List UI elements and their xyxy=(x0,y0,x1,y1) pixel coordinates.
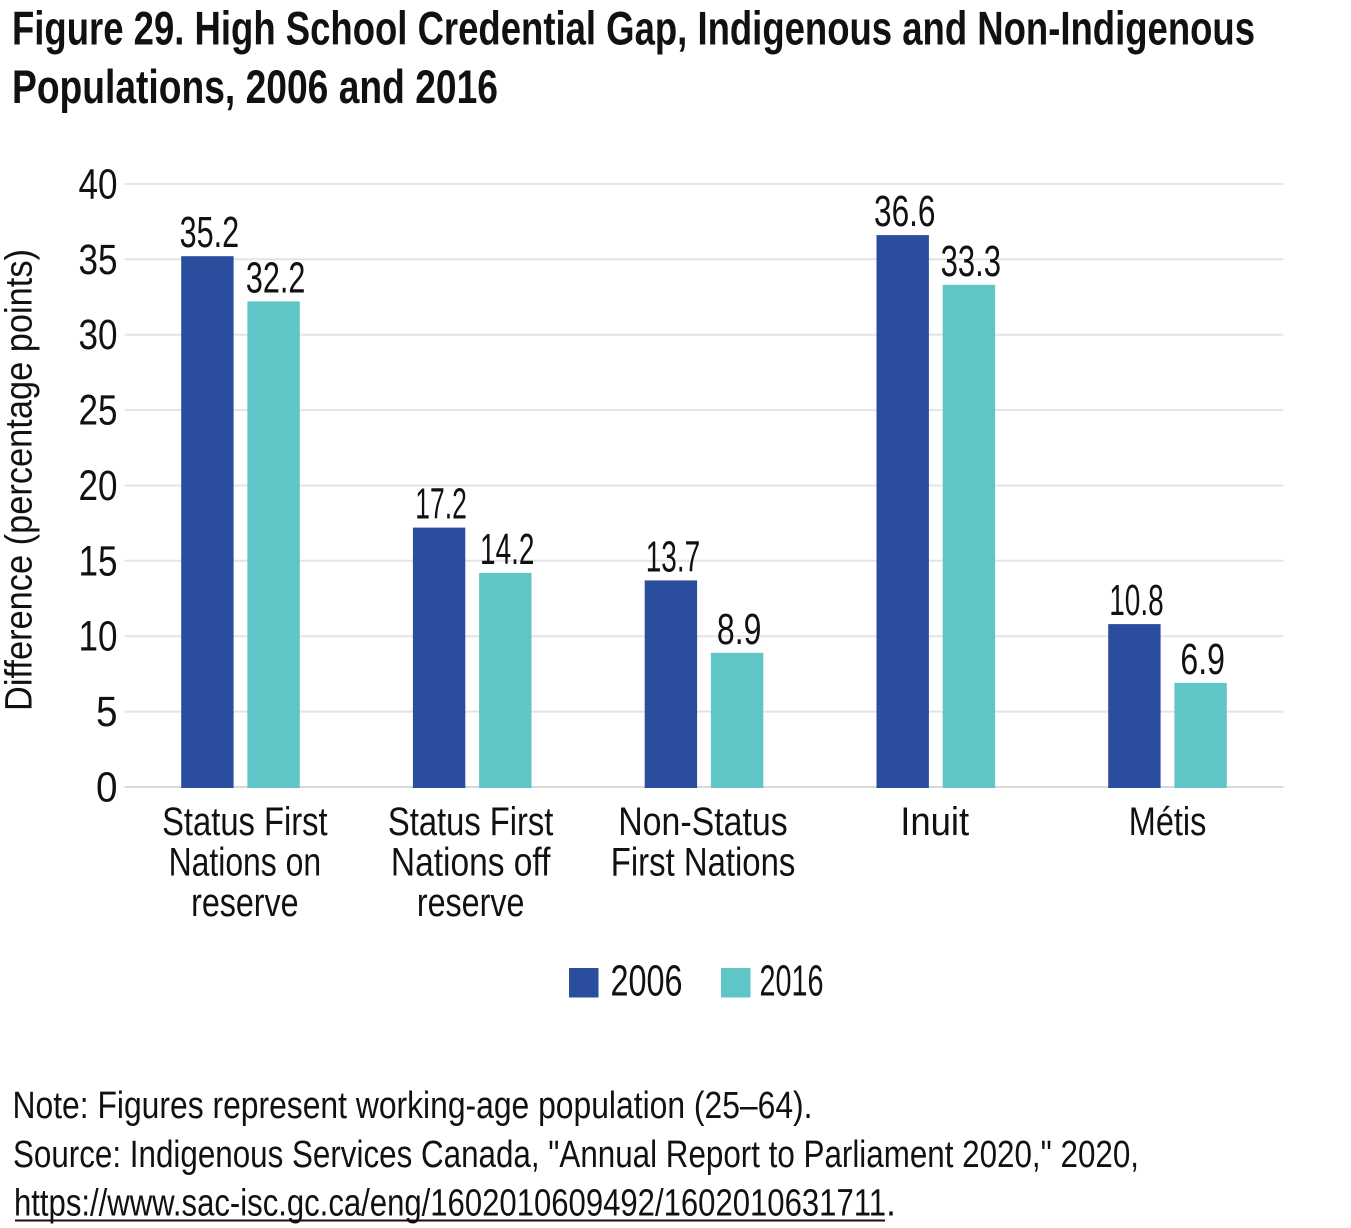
svg-text:17.2: 17.2 xyxy=(415,481,467,529)
svg-text:10: 10 xyxy=(79,614,118,661)
svg-text:25: 25 xyxy=(79,388,118,435)
svg-text:36.6: 36.6 xyxy=(874,188,936,236)
svg-text:https://www.sac-isc.gc.ca/eng/: https://www.sac-isc.gc.ca/eng/1602010609… xyxy=(14,1183,886,1225)
svg-text:35: 35 xyxy=(79,237,118,284)
svg-text:Difference (percentage points): Difference (percentage points) xyxy=(0,249,41,711)
svg-text:40: 40 xyxy=(79,161,118,208)
svg-text:10.8: 10.8 xyxy=(1109,577,1164,625)
svg-text:Non-Status: Non-Status xyxy=(618,800,788,844)
svg-text:reserve: reserve xyxy=(191,881,299,925)
svg-text:Status First: Status First xyxy=(388,800,554,844)
svg-text:0: 0 xyxy=(96,765,118,812)
svg-text:30: 30 xyxy=(79,312,118,359)
svg-text:2006: 2006 xyxy=(611,957,683,1006)
svg-text:35.2: 35.2 xyxy=(180,209,240,257)
svg-text:Status First: Status First xyxy=(162,800,328,844)
svg-text:2016: 2016 xyxy=(760,957,824,1006)
svg-text:Inuit: Inuit xyxy=(900,800,969,844)
svg-text:First Nations: First Nations xyxy=(611,841,796,885)
svg-text:5: 5 xyxy=(96,689,118,736)
svg-text:20: 20 xyxy=(79,463,118,510)
svg-text:8.9: 8.9 xyxy=(717,606,762,654)
svg-text:33.3: 33.3 xyxy=(941,238,1002,286)
svg-text:reserve: reserve xyxy=(417,881,525,925)
svg-text:6.9: 6.9 xyxy=(1180,636,1225,684)
svg-text:Note: Figures represent workin: Note: Figures represent working-age popu… xyxy=(13,1085,813,1127)
svg-text:.: . xyxy=(886,1183,896,1225)
svg-text:Figure 29. High School Credent: Figure 29. High School Credential Gap, I… xyxy=(12,3,1255,56)
svg-text:32.2: 32.2 xyxy=(246,254,306,302)
svg-text:Populations, 2006 and 2016: Populations, 2006 and 2016 xyxy=(12,61,498,114)
svg-text:Source: Indigenous Services Ca: Source: Indigenous Services Canada, "Ann… xyxy=(13,1134,1139,1176)
svg-text:13.7: 13.7 xyxy=(646,533,701,581)
svg-text:15: 15 xyxy=(79,538,118,585)
svg-text:14.2: 14.2 xyxy=(480,526,535,574)
svg-text:Nations off: Nations off xyxy=(391,841,551,885)
svg-text:Métis: Métis xyxy=(1129,800,1207,844)
svg-text:Nations on: Nations on xyxy=(169,841,322,885)
